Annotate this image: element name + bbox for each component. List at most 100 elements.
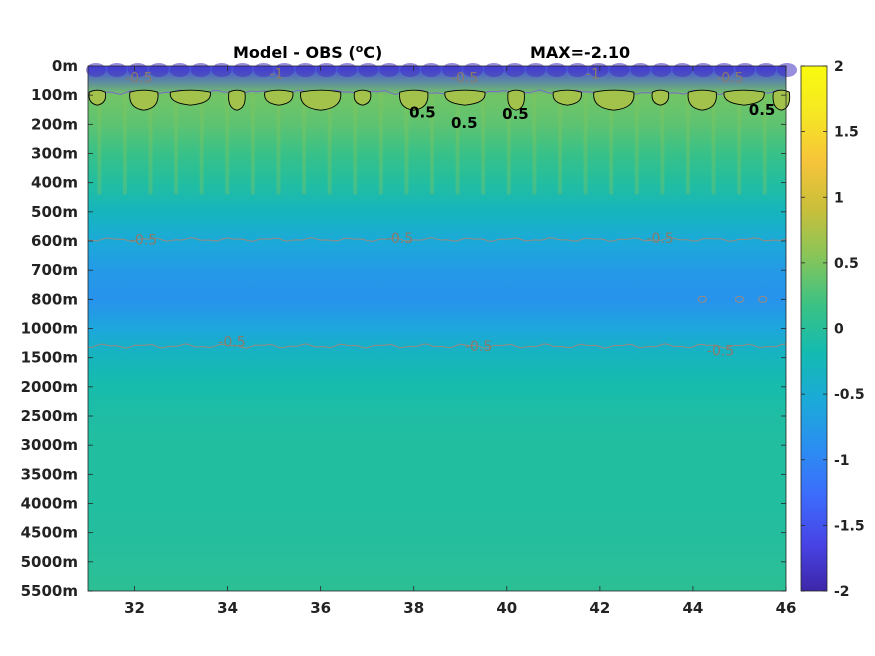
stripe <box>276 92 281 195</box>
contour-line <box>87 237 787 242</box>
stripe <box>455 92 460 195</box>
contour-label: -1 <box>269 66 283 82</box>
surface-cell <box>400 63 421 77</box>
y-tick-label: 800m <box>31 290 78 308</box>
contour-label: -0.5 <box>386 231 413 247</box>
stripe <box>737 92 742 195</box>
surface-cell <box>525 63 546 77</box>
stripe <box>302 92 307 195</box>
contour-label: -0.5 <box>218 335 245 351</box>
surface-cell <box>358 63 379 77</box>
positive-patch <box>88 89 107 106</box>
surface-cell <box>651 63 672 77</box>
surface-cell <box>756 63 777 77</box>
positive-patch <box>264 89 294 106</box>
colorbar-tick-label: 2 <box>834 59 844 75</box>
positive-patch <box>687 89 717 111</box>
positive-patch <box>772 89 791 111</box>
contour-loop <box>758 295 768 303</box>
positive-patch <box>593 89 635 111</box>
y-tick-label: 2500m <box>21 407 78 425</box>
positive-patch <box>723 89 765 106</box>
surface-cell <box>777 63 798 77</box>
y-tick-label: 4000m <box>21 495 78 513</box>
surface-cell <box>630 63 651 77</box>
stripe <box>634 92 639 195</box>
y-tick-label: 3500m <box>21 465 78 483</box>
contour-labels: -0.5 -1 -0.5 -1 -0.5 -0.5 -0.5 -0.5 -0.5 -0.5 -0.5… <box>125 66 775 359</box>
stripe <box>327 92 332 195</box>
stripe <box>660 92 665 195</box>
y-tick-label: 2000m <box>21 378 78 396</box>
colorbar-tick-label: -2 <box>834 584 850 600</box>
positive-patch <box>399 89 429 111</box>
contour-loop <box>734 295 744 303</box>
stripe <box>378 92 383 195</box>
colorbar-tick-label: 0.5 <box>834 256 859 272</box>
contour-label: -0.5 <box>125 71 152 87</box>
surface-cell <box>253 63 274 77</box>
surface-cell <box>462 63 483 77</box>
y-tick-label: 300m <box>31 145 78 163</box>
contour-label: -0.5 <box>451 71 478 87</box>
surface-cell <box>127 63 148 77</box>
colorbar-ramp <box>800 65 828 592</box>
y-tick-label: 200m <box>31 115 78 133</box>
y-axis: 0m 100m 200m 300m 400m 500m 600m 700m 800m 1000m 1… <box>21 57 786 600</box>
stripe <box>583 92 588 195</box>
surface-cell <box>609 63 630 77</box>
colorbar-tick-label: -1 <box>834 453 850 469</box>
surface-cell <box>274 63 295 77</box>
stripe <box>685 92 690 195</box>
positive-patch <box>129 89 159 111</box>
surface-cell <box>316 63 337 77</box>
surface-cell <box>232 63 253 77</box>
surface-cell <box>86 63 106 77</box>
positive-patch <box>353 89 372 106</box>
x-tick-label: 32 <box>124 599 145 617</box>
contour-label: -0.5 <box>707 343 734 359</box>
y-tick-label: 600m <box>31 232 78 250</box>
surface-cell <box>421 63 442 77</box>
positive-patch <box>300 89 342 111</box>
positive-patch <box>651 89 670 106</box>
surface-cell <box>295 63 316 77</box>
y-tick-label: 500m <box>31 203 78 221</box>
y-tick-label: 3000m <box>21 436 78 454</box>
surface-cell <box>672 63 693 77</box>
stripe <box>97 92 102 195</box>
contour-label: 0.5 <box>749 101 776 119</box>
positive-contour-patches <box>88 89 791 111</box>
contour-label: 0.5 <box>451 114 478 132</box>
y-tick-label: 400m <box>31 174 78 192</box>
stripe <box>430 92 435 195</box>
surface-cell <box>588 63 609 77</box>
colorbar-tick-label: 1.5 <box>834 125 859 141</box>
x-tick-label: 38 <box>403 599 424 617</box>
y-tick-label: 5500m <box>21 582 78 600</box>
surface-cell <box>735 63 756 77</box>
colorbar-tick-label: -0.5 <box>834 387 865 403</box>
x-tick-label: 46 <box>776 599 797 617</box>
surface-cell <box>148 63 169 77</box>
surface-cell <box>483 63 504 77</box>
stripe <box>506 92 511 195</box>
surface-cell <box>211 63 232 77</box>
surface-cell <box>169 63 190 77</box>
stripe <box>250 92 255 195</box>
surface-cell <box>379 63 400 77</box>
surface-cell <box>441 63 462 77</box>
y-tick-label: 700m <box>31 261 78 279</box>
positive-patch <box>552 89 582 106</box>
positive-patch <box>228 89 246 111</box>
surface-cell <box>504 63 525 77</box>
contour-label: -0.5 <box>646 231 673 247</box>
max-label: MAX=-2.10 <box>530 43 630 62</box>
surface-cell <box>714 63 735 77</box>
surface-cell <box>190 63 211 77</box>
y-tick-label: 0m <box>52 57 78 75</box>
stripe <box>609 92 614 195</box>
stripe <box>711 92 716 195</box>
stripe <box>174 92 179 195</box>
